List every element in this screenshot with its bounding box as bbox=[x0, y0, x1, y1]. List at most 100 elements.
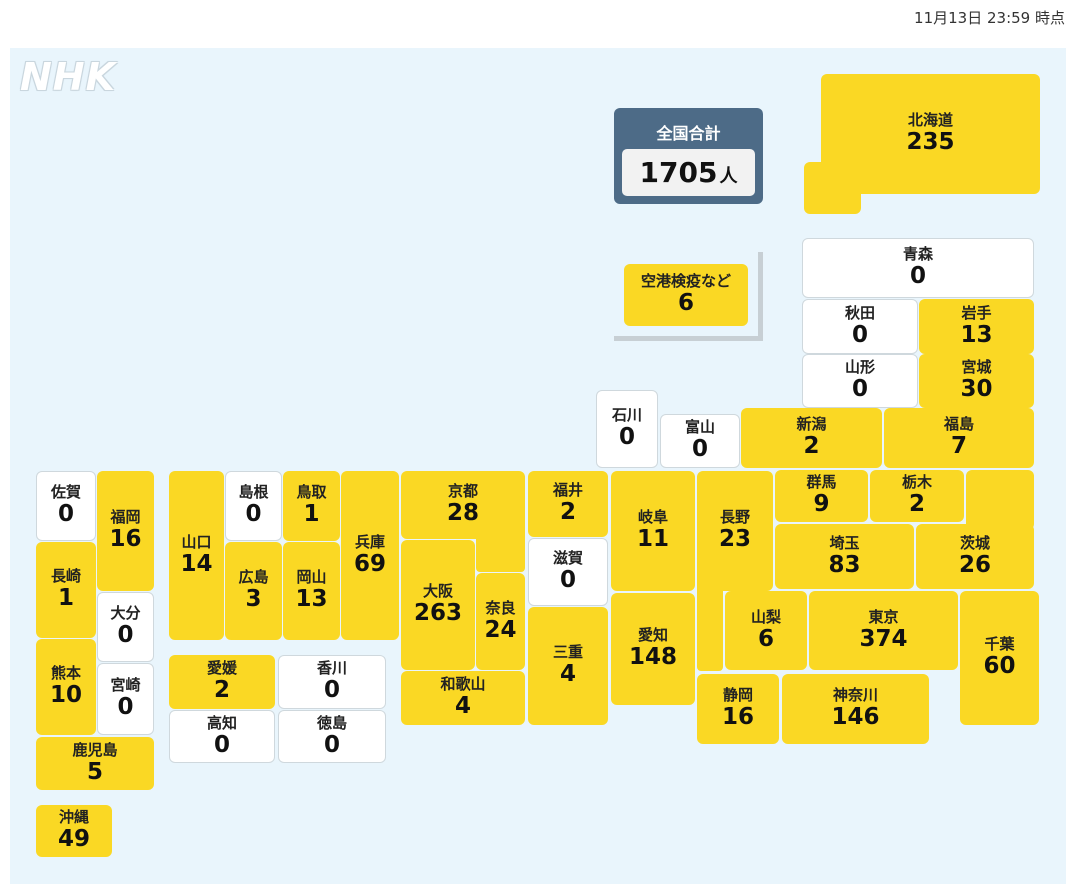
pref-fukuoka[interactable]: 福岡 16 bbox=[97, 471, 154, 591]
pref-oita[interactable]: 大分 0 bbox=[97, 592, 154, 662]
pref-tottori[interactable]: 鳥取 1 bbox=[283, 471, 340, 541]
pref-saga[interactable]: 佐賀 0 bbox=[36, 471, 96, 541]
nhk-logo: NHK bbox=[20, 55, 117, 99]
pref-miyazaki[interactable]: 宮崎 0 bbox=[97, 663, 154, 735]
pref-value: 0 bbox=[691, 436, 708, 463]
pref-value: 30 bbox=[960, 376, 993, 403]
pref-value: 9 bbox=[813, 491, 830, 518]
pref-iwate[interactable]: 岩手 13 bbox=[919, 299, 1034, 354]
pref-value: 0 bbox=[57, 501, 74, 528]
pref-nagasaki[interactable]: 長崎 1 bbox=[36, 542, 96, 638]
pref-ehime[interactable]: 愛媛 2 bbox=[169, 655, 275, 709]
pref-value: 13 bbox=[960, 321, 993, 348]
pref-shimane[interactable]: 島根 0 bbox=[225, 471, 282, 541]
pref-nagano[interactable]: 長野 23 bbox=[697, 471, 773, 591]
pref-toyama[interactable]: 富山 0 bbox=[660, 414, 740, 468]
pref-shizuoka[interactable]: 静岡 16 bbox=[697, 674, 779, 744]
pref-name: 京都 bbox=[447, 482, 478, 501]
pref-akita[interactable]: 秋田 0 bbox=[802, 299, 918, 354]
pref-aomori[interactable]: 青森 0 bbox=[802, 238, 1034, 298]
pref-value: 146 bbox=[831, 704, 880, 731]
pref-kochi[interactable]: 高知 0 bbox=[169, 710, 275, 763]
pref-name: 鳥取 bbox=[296, 483, 327, 502]
pref-value: 0 bbox=[559, 567, 576, 594]
pref-tochigi[interactable]: 栃木 2 bbox=[870, 470, 964, 522]
pref-name: 新潟 bbox=[796, 415, 827, 434]
pref-value: 2 bbox=[803, 433, 820, 460]
pref-saitama[interactable]: 埼玉 83 bbox=[775, 524, 914, 589]
pref-tokyo[interactable]: 東京 374 bbox=[809, 591, 958, 670]
pref-kagawa[interactable]: 香川 0 bbox=[278, 655, 386, 709]
airport-quarantine[interactable]: 空港検疫など 6 bbox=[624, 264, 748, 326]
pref-yamagata[interactable]: 山形 0 bbox=[802, 354, 918, 408]
national-total-label: 全国合計 bbox=[656, 124, 721, 143]
pref-nara[interactable]: 奈良 24 bbox=[476, 573, 525, 670]
national-total-box: 全国合計 1705 人 bbox=[614, 108, 763, 204]
pref-value: 263 bbox=[413, 600, 462, 627]
pref-name: 兵庫 bbox=[354, 532, 385, 551]
pref-ibaraki[interactable]: 茨城 26 bbox=[916, 524, 1034, 589]
pref-value: 24 bbox=[484, 616, 517, 643]
pref-name: 徳島 bbox=[316, 713, 347, 732]
pref-name: 静岡 bbox=[722, 686, 753, 705]
pref-kumamoto[interactable]: 熊本 10 bbox=[36, 639, 96, 735]
national-total-value: 1705 bbox=[639, 156, 718, 189]
pref-name: 東京 bbox=[868, 607, 899, 626]
pref-name: 愛知 bbox=[637, 626, 668, 645]
pref-hyogo[interactable]: 兵庫 69 bbox=[341, 471, 399, 640]
pref-yamaguchi[interactable]: 山口 14 bbox=[169, 471, 224, 640]
pref-name: 滋賀 bbox=[552, 549, 583, 568]
pref-okayama[interactable]: 岡山 13 bbox=[283, 542, 340, 640]
pref-value: 23 bbox=[718, 526, 751, 553]
pref-name: 秋田 bbox=[844, 303, 875, 322]
pref-yamanashi[interactable]: 山梨 6 bbox=[725, 591, 807, 670]
pref-kagoshima[interactable]: 鹿児島 5 bbox=[36, 737, 154, 790]
pref-value: 16 bbox=[109, 526, 142, 553]
pref-name: 山形 bbox=[844, 358, 875, 377]
pref-name: 岡山 bbox=[296, 568, 327, 587]
pref-aichi[interactable]: 愛知 148 bbox=[611, 593, 695, 705]
pref-fukui[interactable]: 福井 2 bbox=[528, 471, 608, 537]
pref-tokushima[interactable]: 徳島 0 bbox=[278, 710, 386, 763]
pref-okinawa[interactable]: 沖縄 49 bbox=[36, 805, 112, 857]
pref-name: 山梨 bbox=[750, 607, 781, 626]
pref-kyoto[interactable]: 京都 28 bbox=[401, 471, 525, 539]
pref-ibaraki-top bbox=[966, 470, 1034, 530]
national-total-value-box: 1705 人 bbox=[622, 149, 755, 196]
pref-value: 0 bbox=[909, 263, 926, 290]
pref-name: 三重 bbox=[552, 643, 583, 662]
pref-value: 374 bbox=[859, 625, 908, 652]
pref-value: 69 bbox=[353, 550, 386, 577]
pref-name: 福島 bbox=[943, 415, 974, 434]
pref-shiga[interactable]: 滋賀 0 bbox=[528, 538, 608, 606]
pref-name: 群馬 bbox=[806, 473, 837, 492]
pref-value: 1 bbox=[57, 585, 74, 612]
pref-value: 16 bbox=[721, 704, 754, 731]
pref-name: 長崎 bbox=[50, 567, 81, 586]
pref-value: 235 bbox=[906, 129, 955, 156]
pref-name: 大分 bbox=[110, 604, 141, 623]
pref-name: 高知 bbox=[206, 713, 237, 732]
pref-hiroshima[interactable]: 広島 3 bbox=[225, 542, 282, 640]
pref-ishikawa[interactable]: 石川 0 bbox=[596, 390, 658, 468]
pref-niigata[interactable]: 新潟 2 bbox=[741, 408, 882, 468]
pref-chiba[interactable]: 千葉 60 bbox=[960, 591, 1039, 725]
pref-wakayama[interactable]: 和歌山 4 bbox=[401, 671, 525, 725]
pref-fukushima[interactable]: 福島 7 bbox=[884, 408, 1034, 468]
pref-kanagawa[interactable]: 神奈川 146 bbox=[782, 674, 929, 744]
pref-gifu[interactable]: 岐阜 11 bbox=[611, 471, 695, 591]
airport-quarantine-value: 6 bbox=[677, 290, 694, 317]
pref-name: 宮城 bbox=[961, 358, 992, 377]
pref-name: 青森 bbox=[902, 245, 933, 264]
pref-miyagi[interactable]: 宮城 30 bbox=[919, 354, 1034, 408]
pref-osaka[interactable]: 大阪 263 bbox=[401, 540, 475, 670]
pref-value: 83 bbox=[828, 551, 861, 578]
pref-name: 茨城 bbox=[959, 533, 990, 552]
pref-mie[interactable]: 三重 4 bbox=[528, 607, 608, 725]
pref-value: 2 bbox=[559, 499, 576, 526]
timestamp: 11月13日 23:59 時点 bbox=[914, 9, 1065, 27]
pref-gunma[interactable]: 群馬 9 bbox=[775, 470, 868, 522]
pref-name: 千葉 bbox=[984, 635, 1015, 654]
pref-name: 愛媛 bbox=[206, 659, 237, 678]
pref-value: 4 bbox=[454, 693, 471, 720]
